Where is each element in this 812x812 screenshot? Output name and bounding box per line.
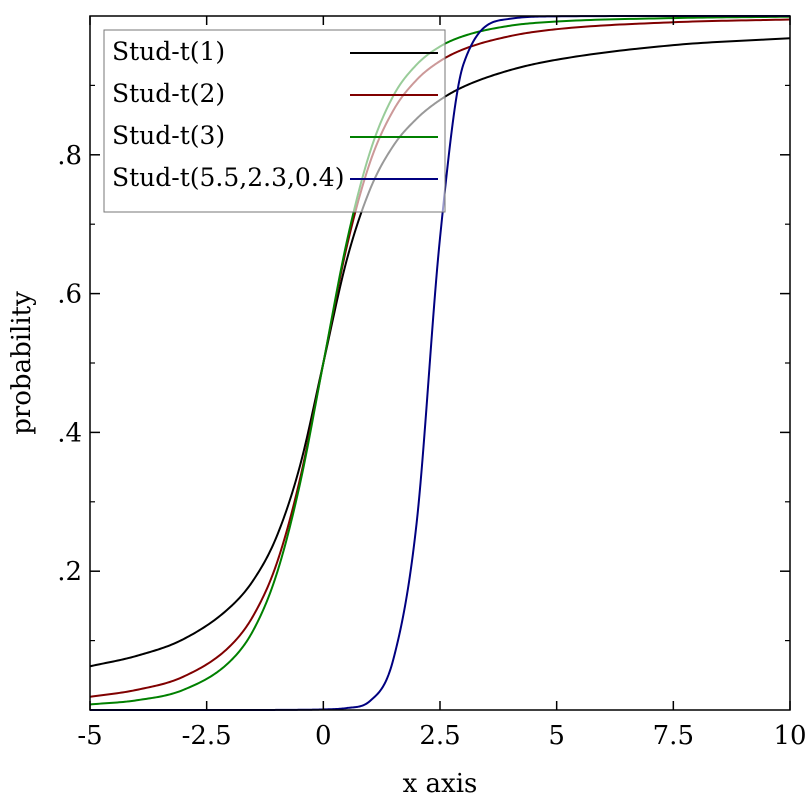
legend-label: Stud-t(1) bbox=[112, 37, 225, 66]
x-tick-label: 10 bbox=[773, 721, 806, 751]
legend-label: Stud-t(3) bbox=[112, 121, 225, 150]
tick-layer: -5 -2.5 0 2.5 5 7.5 10 .2 .4 .6 .8 bbox=[57, 16, 807, 751]
legend-label: Stud-t(5.5,2.3,0.4) bbox=[112, 163, 344, 192]
y-axis-title: probability bbox=[7, 291, 37, 435]
x-tick-label: -2.5 bbox=[182, 721, 232, 751]
series-line bbox=[89, 37, 791, 668]
x-axis-title: x axis bbox=[403, 769, 478, 799]
y-tick-label: .8 bbox=[57, 141, 82, 171]
x-tick-label: 0 bbox=[315, 721, 332, 751]
y-tick-label: .2 bbox=[57, 557, 82, 587]
x-tick-label: -5 bbox=[77, 721, 102, 751]
y-tick-label: .6 bbox=[57, 280, 82, 310]
legend-box bbox=[103, 29, 446, 213]
legend-label: Stud-t(2) bbox=[112, 79, 225, 108]
x-tick-label: 7.5 bbox=[653, 721, 694, 751]
legend: Stud-t(1) Stud-t(2) Stud-t(3) Stud-t(5.5,2.… bbox=[103, 29, 446, 213]
y-tick-label: .4 bbox=[57, 418, 82, 448]
x-tick-label: 2.5 bbox=[419, 721, 460, 751]
x-tick-label: 5 bbox=[548, 721, 565, 751]
